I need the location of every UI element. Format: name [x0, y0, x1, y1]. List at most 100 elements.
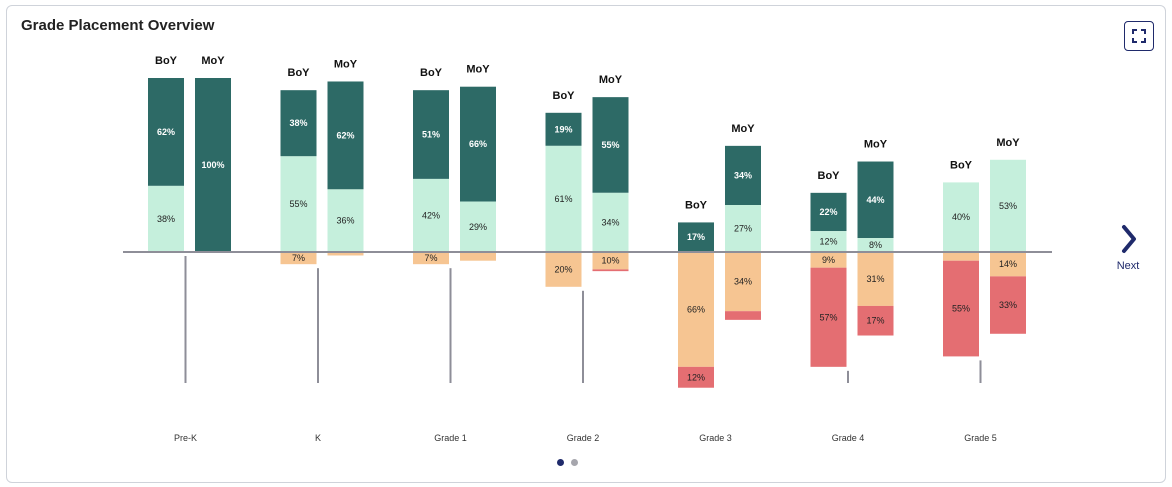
segment-value-label: 31% [866, 274, 884, 284]
bar-segment-near-grade [545, 145, 582, 252]
bar-segment-on-grade [280, 90, 317, 157]
next-button[interactable]: Next [1108, 222, 1148, 278]
segment-value-label: 17% [866, 316, 884, 326]
chart-title: Grade Placement Overview [21, 17, 215, 34]
bar-segment-two-or-more-below [857, 305, 894, 336]
bar-segment-on-grade [678, 222, 714, 252]
column-label-moy: MoY [334, 58, 358, 70]
column-label-moy: MoY [731, 123, 755, 135]
column-label-boy: BoY [685, 199, 708, 211]
segment-value-label: 29% [469, 222, 487, 232]
segment-value-label: 42% [422, 210, 440, 220]
segment-value-label: 51% [422, 130, 440, 140]
bar-segment-near-grade [280, 156, 317, 252]
segment-value-label: 12% [819, 237, 837, 247]
bar-segment-on-grade [413, 90, 449, 179]
bar-segment-near-grade [943, 182, 979, 252]
bar-segment-on-grade [592, 97, 629, 193]
segment-value-label: 62% [157, 127, 175, 137]
segment-value-label: 38% [289, 118, 307, 128]
bar-segment-two-or-more-below [592, 269, 629, 272]
bar-segment-on-grade [810, 192, 847, 232]
bar-segment-one-below [725, 252, 761, 312]
column-label-boy: BoY [155, 55, 178, 67]
segment-value-label: 20% [554, 264, 572, 274]
bar-segment-on-grade [857, 161, 894, 239]
expand-button[interactable] [1124, 21, 1154, 51]
bar-segment-one-below [857, 252, 894, 306]
pagination-dots [557, 459, 578, 466]
bar-segment-on-grade [725, 145, 761, 206]
next-label: Next [1116, 260, 1140, 272]
segment-value-label: 12% [687, 372, 705, 382]
column-label-boy: BoY [818, 170, 841, 182]
category-label: Grade 5 [964, 433, 997, 443]
segment-value-label: 34% [601, 217, 619, 227]
column-label-moy: MoY [466, 64, 490, 76]
segment-value-label: 100% [201, 160, 224, 170]
segment-value-label: 66% [469, 139, 487, 149]
bar-segment-one-below [545, 252, 582, 287]
pagination-dot-1[interactable] [557, 459, 564, 466]
bar-segment-near-grade [413, 178, 449, 252]
segment-value-label: 7% [424, 253, 437, 263]
segment-value-label: 17% [687, 232, 705, 242]
pagination-dot-2[interactable] [571, 459, 578, 466]
bar-segment-one-below [943, 252, 979, 261]
segment-value-label: 14% [999, 259, 1017, 269]
segment-value-label: 33% [999, 300, 1017, 310]
bar-segment-near-grade [857, 238, 894, 252]
column-label-boy: BoY [288, 67, 311, 79]
segment-value-label: 9% [822, 255, 835, 265]
bar-segment-two-or-more-below [810, 267, 847, 367]
category-label: Grade 1 [434, 433, 467, 443]
category-label: K [315, 433, 321, 443]
column-label-moy: MoY [201, 55, 225, 67]
bar-segment-on-grade [545, 112, 582, 146]
bar-segment-near-grade [148, 185, 184, 252]
bar-segment-on-grade [327, 81, 364, 190]
segment-value-label: 62% [336, 130, 354, 140]
segment-value-label: 10% [601, 256, 619, 266]
chevron-right-icon [1122, 225, 1136, 253]
segment-value-label: 8% [869, 240, 882, 250]
expand-icon [1132, 29, 1146, 43]
segment-value-label: 61% [554, 194, 572, 204]
bar-segment-on-grade [460, 86, 496, 202]
segment-value-label: 55% [952, 304, 970, 314]
bar-segment-near-grade [592, 192, 629, 252]
column-label-boy: BoY [420, 67, 443, 79]
column-label-moy: MoY [599, 74, 623, 86]
segment-value-label: 55% [601, 140, 619, 150]
bar-segment-two-or-more-below [725, 311, 761, 320]
column-label-boy: BoY [553, 90, 576, 102]
bar-segment-one-below [327, 252, 364, 256]
category-label: Grade 3 [699, 433, 732, 443]
segment-value-label: 57% [819, 312, 837, 322]
bar-segment-one-below [678, 252, 714, 367]
column-label-boy: BoY [950, 159, 973, 171]
bar-segment-one-below [810, 252, 847, 268]
segment-value-label: 7% [292, 253, 305, 263]
bar-segment-on-grade [195, 78, 231, 252]
category-label: Pre-K [174, 433, 197, 443]
bar-segment-near-grade [460, 201, 496, 252]
segment-value-label: 36% [336, 216, 354, 226]
bar-segment-two-or-more-below [678, 366, 714, 388]
segment-value-label: 27% [734, 224, 752, 234]
segment-value-label: 38% [157, 214, 175, 224]
bar-segment-two-or-more-below [990, 276, 1026, 334]
bar-segment-two-or-more-below [943, 260, 979, 357]
column-label-moy: MoY [864, 139, 888, 151]
segment-value-label: 55% [289, 199, 307, 209]
column-label-moy: MoY [996, 137, 1020, 149]
bar-segment-on-grade [148, 78, 184, 186]
segment-value-label: 53% [999, 201, 1017, 211]
bar-segment-one-below [592, 252, 629, 270]
segment-value-label: 22% [819, 207, 837, 217]
bar-segment-one-below [990, 252, 1026, 277]
bar-segment-near-grade [990, 159, 1026, 252]
category-label: Grade 2 [567, 433, 600, 443]
segment-value-label: 66% [687, 304, 705, 314]
